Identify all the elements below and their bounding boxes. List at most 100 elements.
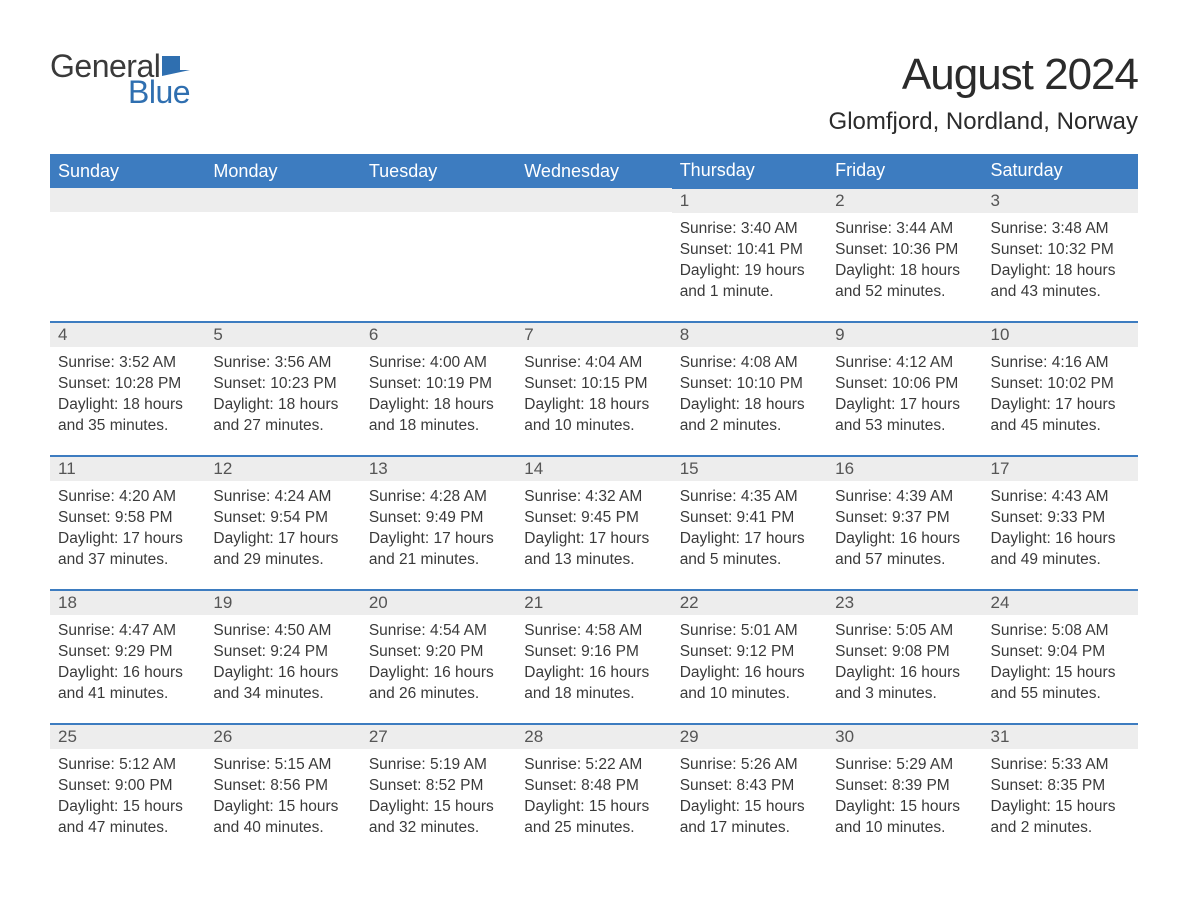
calendar-cell: 28Sunrise: 5:22 AMSunset: 8:48 PMDayligh… <box>516 724 671 858</box>
sunset-line: Sunset: 8:35 PM <box>991 776 1130 797</box>
sunset-line: Sunset: 9:20 PM <box>369 642 508 663</box>
day-details: Sunrise: 4:20 AMSunset: 9:58 PMDaylight:… <box>50 481 205 575</box>
logo: General Blue <box>50 50 190 108</box>
day-details: Sunrise: 3:48 AMSunset: 10:32 PMDaylight… <box>983 213 1138 307</box>
sunrise-line: Sunrise: 4:35 AM <box>680 487 819 508</box>
day-number: 31 <box>983 725 1138 749</box>
sunset-line: Sunset: 9:49 PM <box>369 508 508 529</box>
sunrise-line: Sunrise: 3:48 AM <box>991 219 1130 240</box>
daylight-line: Daylight: 15 hours and 32 minutes. <box>369 797 508 839</box>
day-number: 26 <box>205 725 360 749</box>
daylight-line: Daylight: 17 hours and 13 minutes. <box>524 529 663 571</box>
day-number: 20 <box>361 591 516 615</box>
day-number: 10 <box>983 323 1138 347</box>
calendar-cell: 29Sunrise: 5:26 AMSunset: 8:43 PMDayligh… <box>672 724 827 858</box>
sunset-line: Sunset: 10:41 PM <box>680 240 819 261</box>
weekday-wednesday: Wednesday <box>516 154 671 188</box>
day-number: 29 <box>672 725 827 749</box>
daylight-line: Daylight: 15 hours and 10 minutes. <box>835 797 974 839</box>
sunset-line: Sunset: 9:37 PM <box>835 508 974 529</box>
calendar-cell <box>361 188 516 322</box>
calendar-cell: 6Sunrise: 4:00 AMSunset: 10:19 PMDayligh… <box>361 322 516 456</box>
day-number: 13 <box>361 457 516 481</box>
day-details: Sunrise: 5:01 AMSunset: 9:12 PMDaylight:… <box>672 615 827 709</box>
day-number: 28 <box>516 725 671 749</box>
daylight-line: Daylight: 16 hours and 34 minutes. <box>213 663 352 705</box>
day-number: 4 <box>50 323 205 347</box>
sunset-line: Sunset: 10:02 PM <box>991 374 1130 395</box>
day-number: 25 <box>50 725 205 749</box>
calendar-row: 11Sunrise: 4:20 AMSunset: 9:58 PMDayligh… <box>50 456 1138 590</box>
day-number: 15 <box>672 457 827 481</box>
daylight-line: Daylight: 17 hours and 53 minutes. <box>835 395 974 437</box>
sunrise-line: Sunrise: 4:00 AM <box>369 353 508 374</box>
calendar-cell: 4Sunrise: 3:52 AMSunset: 10:28 PMDayligh… <box>50 322 205 456</box>
sunrise-line: Sunrise: 4:08 AM <box>680 353 819 374</box>
daylight-line: Daylight: 19 hours and 1 minute. <box>680 261 819 303</box>
calendar-cell: 2Sunrise: 3:44 AMSunset: 10:36 PMDayligh… <box>827 188 982 322</box>
day-details: Sunrise: 4:32 AMSunset: 9:45 PMDaylight:… <box>516 481 671 575</box>
day-details: Sunrise: 5:29 AMSunset: 8:39 PMDaylight:… <box>827 749 982 843</box>
sunrise-line: Sunrise: 5:15 AM <box>213 755 352 776</box>
sunrise-line: Sunrise: 3:40 AM <box>680 219 819 240</box>
daylight-line: Daylight: 16 hours and 26 minutes. <box>369 663 508 705</box>
calendar-cell: 3Sunrise: 3:48 AMSunset: 10:32 PMDayligh… <box>983 188 1138 322</box>
day-details: Sunrise: 4:28 AMSunset: 9:49 PMDaylight:… <box>361 481 516 575</box>
day-number: 17 <box>983 457 1138 481</box>
day-number: 30 <box>827 725 982 749</box>
daylight-line: Daylight: 18 hours and 10 minutes. <box>524 395 663 437</box>
sunrise-line: Sunrise: 5:26 AM <box>680 755 819 776</box>
calendar-cell: 24Sunrise: 5:08 AMSunset: 9:04 PMDayligh… <box>983 590 1138 724</box>
page-title: August 2024 <box>829 50 1138 100</box>
calendar-table: SundayMondayTuesdayWednesdayThursdayFrid… <box>50 154 1138 858</box>
calendar-cell: 19Sunrise: 4:50 AMSunset: 9:24 PMDayligh… <box>205 590 360 724</box>
calendar-cell: 22Sunrise: 5:01 AMSunset: 9:12 PMDayligh… <box>672 590 827 724</box>
day-number: 27 <box>361 725 516 749</box>
daylight-line: Daylight: 17 hours and 29 minutes. <box>213 529 352 571</box>
calendar-cell: 27Sunrise: 5:19 AMSunset: 8:52 PMDayligh… <box>361 724 516 858</box>
day-details: Sunrise: 4:58 AMSunset: 9:16 PMDaylight:… <box>516 615 671 709</box>
day-details: Sunrise: 5:05 AMSunset: 9:08 PMDaylight:… <box>827 615 982 709</box>
sunrise-line: Sunrise: 4:12 AM <box>835 353 974 374</box>
daylight-line: Daylight: 17 hours and 5 minutes. <box>680 529 819 571</box>
calendar-row: 25Sunrise: 5:12 AMSunset: 9:00 PMDayligh… <box>50 724 1138 858</box>
sunset-line: Sunset: 9:12 PM <box>680 642 819 663</box>
day-number: 8 <box>672 323 827 347</box>
daylight-line: Daylight: 17 hours and 37 minutes. <box>58 529 197 571</box>
flag-icon <box>162 56 190 76</box>
daylight-line: Daylight: 15 hours and 17 minutes. <box>680 797 819 839</box>
daylight-line: Daylight: 16 hours and 18 minutes. <box>524 663 663 705</box>
sunset-line: Sunset: 9:00 PM <box>58 776 197 797</box>
day-details: Sunrise: 4:12 AMSunset: 10:06 PMDaylight… <box>827 347 982 441</box>
daylight-line: Daylight: 17 hours and 45 minutes. <box>991 395 1130 437</box>
day-number: 9 <box>827 323 982 347</box>
sunset-line: Sunset: 10:23 PM <box>213 374 352 395</box>
day-details: Sunrise: 4:43 AMSunset: 9:33 PMDaylight:… <box>983 481 1138 575</box>
calendar-cell: 31Sunrise: 5:33 AMSunset: 8:35 PMDayligh… <box>983 724 1138 858</box>
day-details: Sunrise: 4:54 AMSunset: 9:20 PMDaylight:… <box>361 615 516 709</box>
sunset-line: Sunset: 8:56 PM <box>213 776 352 797</box>
sunrise-line: Sunrise: 4:58 AM <box>524 621 663 642</box>
day-details: Sunrise: 4:47 AMSunset: 9:29 PMDaylight:… <box>50 615 205 709</box>
title-block: August 2024 Glomfjord, Nordland, Norway <box>829 50 1138 136</box>
sunrise-line: Sunrise: 4:47 AM <box>58 621 197 642</box>
calendar-cell: 13Sunrise: 4:28 AMSunset: 9:49 PMDayligh… <box>361 456 516 590</box>
daylight-line: Daylight: 18 hours and 2 minutes. <box>680 395 819 437</box>
day-number: 16 <box>827 457 982 481</box>
daylight-line: Daylight: 15 hours and 47 minutes. <box>58 797 197 839</box>
day-details: Sunrise: 5:19 AMSunset: 8:52 PMDaylight:… <box>361 749 516 843</box>
sunset-line: Sunset: 8:48 PM <box>524 776 663 797</box>
calendar-row: 4Sunrise: 3:52 AMSunset: 10:28 PMDayligh… <box>50 322 1138 456</box>
day-details: Sunrise: 5:08 AMSunset: 9:04 PMDaylight:… <box>983 615 1138 709</box>
sunset-line: Sunset: 8:39 PM <box>835 776 974 797</box>
sunset-line: Sunset: 9:41 PM <box>680 508 819 529</box>
day-number: 6 <box>361 323 516 347</box>
weekday-monday: Monday <box>205 154 360 188</box>
calendar-cell: 25Sunrise: 5:12 AMSunset: 9:00 PMDayligh… <box>50 724 205 858</box>
sunrise-line: Sunrise: 5:08 AM <box>991 621 1130 642</box>
sunset-line: Sunset: 9:54 PM <box>213 508 352 529</box>
calendar-row: 1Sunrise: 3:40 AMSunset: 10:41 PMDayligh… <box>50 188 1138 322</box>
sunset-line: Sunset: 10:19 PM <box>369 374 508 395</box>
sunrise-line: Sunrise: 5:01 AM <box>680 621 819 642</box>
day-number: 18 <box>50 591 205 615</box>
